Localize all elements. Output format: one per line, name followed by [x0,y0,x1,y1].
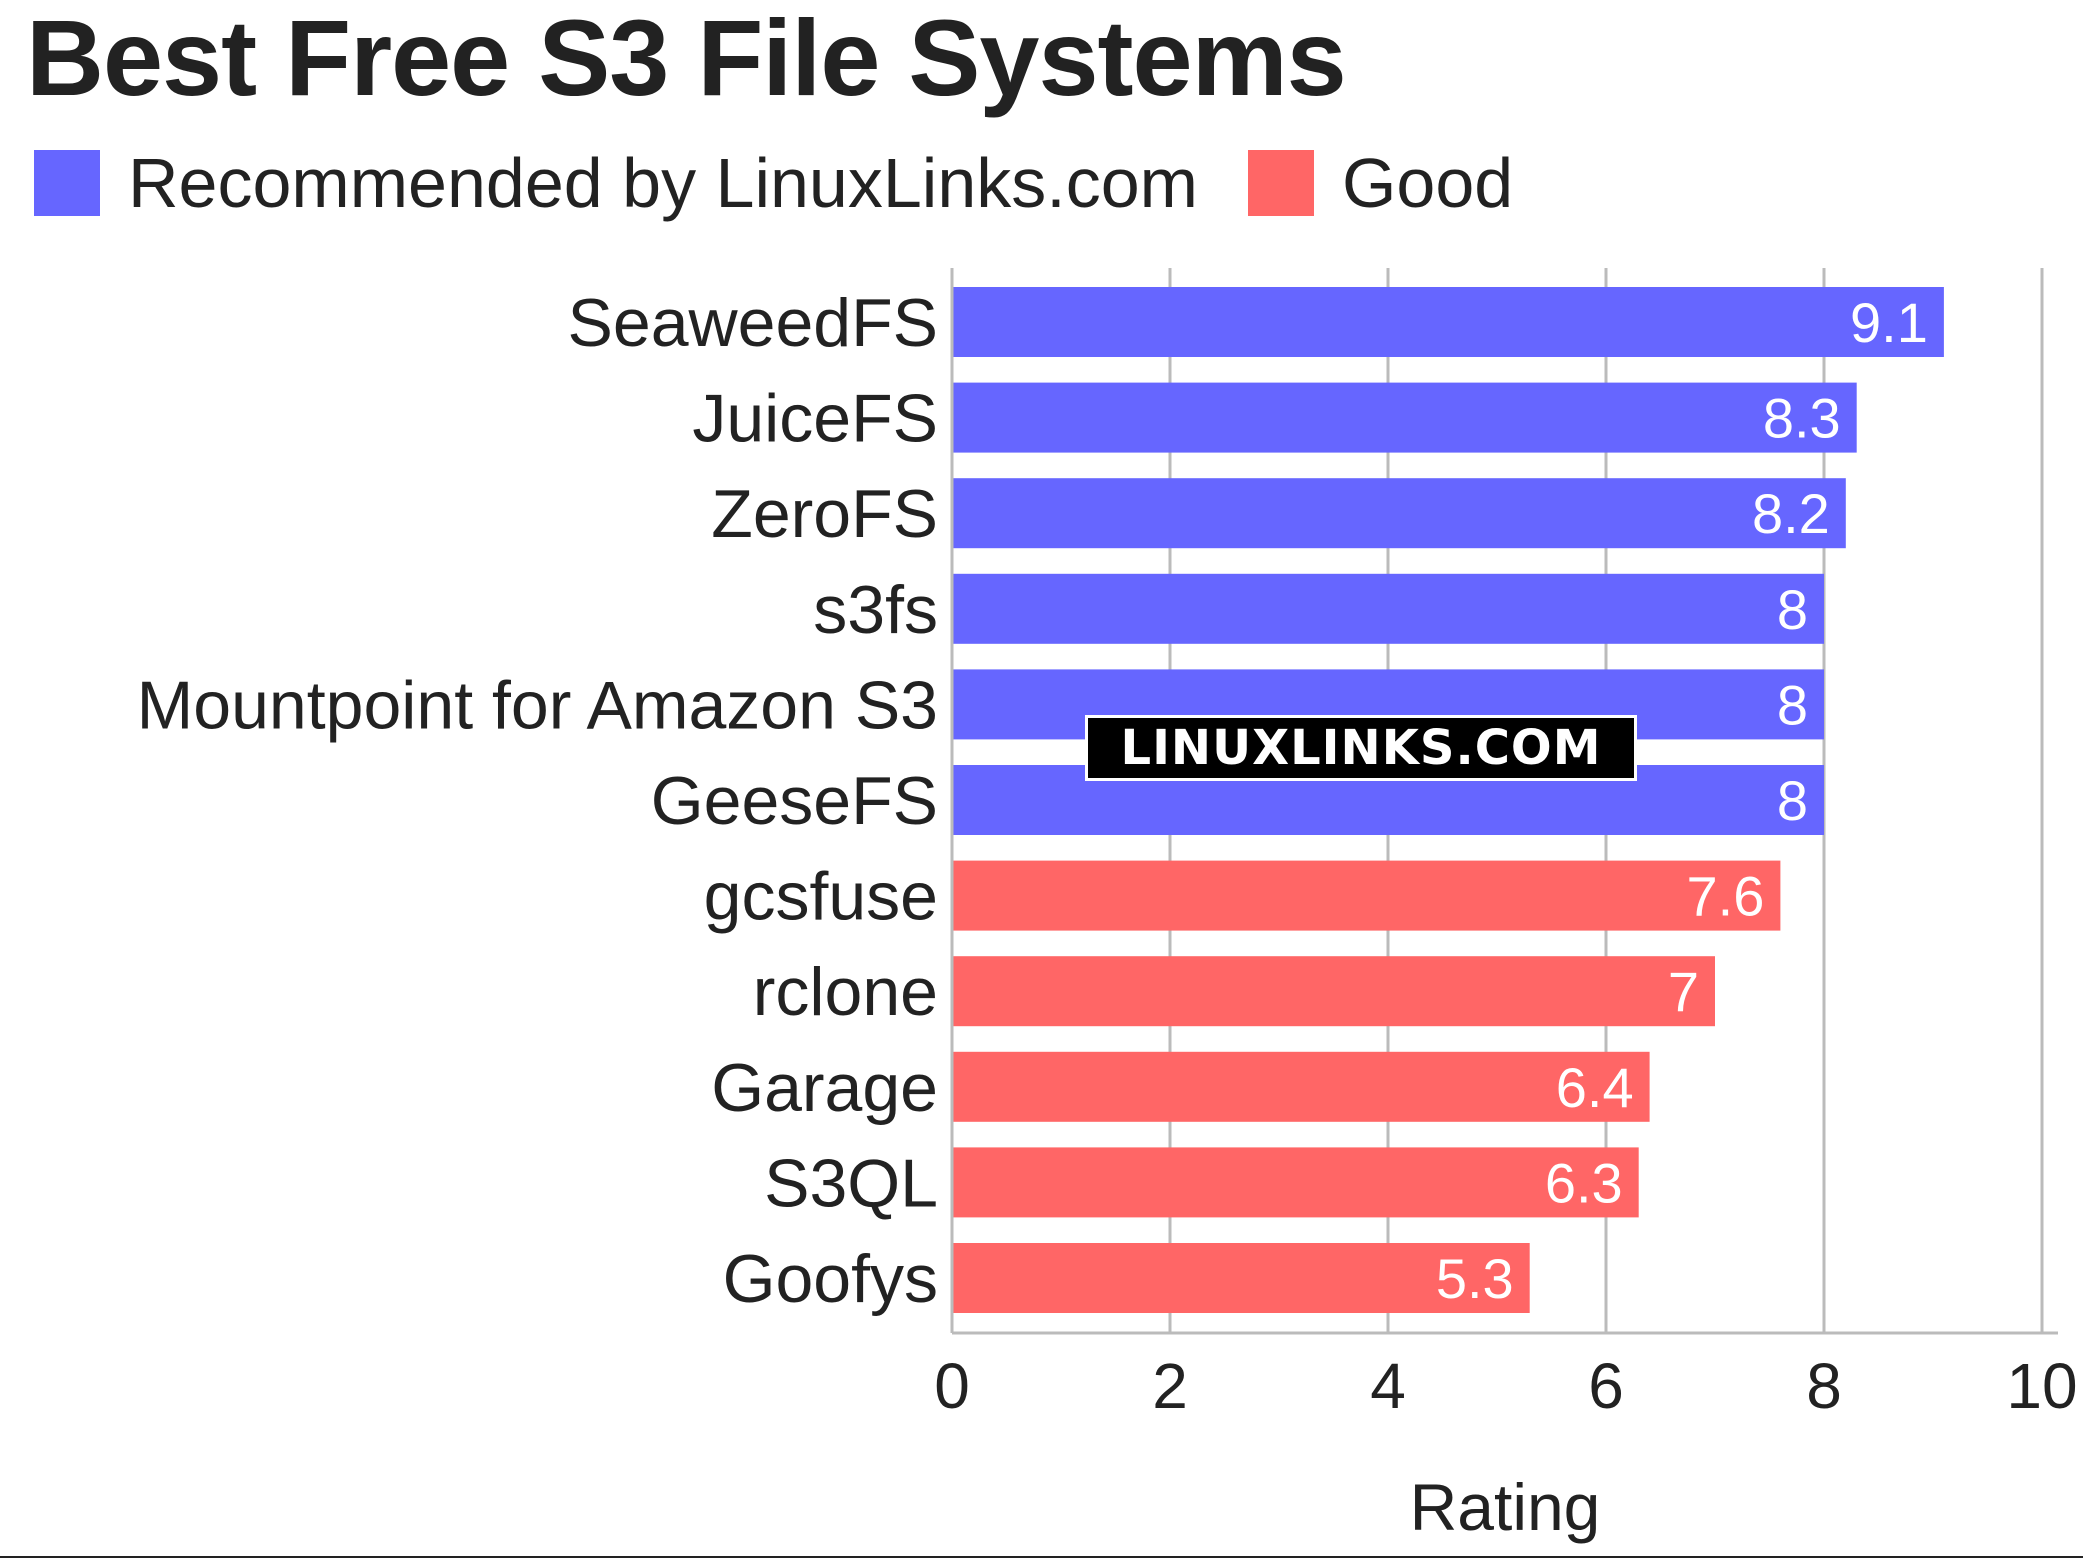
x-tick-label-0: 0 [934,1350,970,1422]
legend-item-good: Good [1247,143,1514,223]
value-label-5: 8 [1777,769,1808,832]
x-tick-label-5: 10 [2006,1350,2077,1422]
legend-swatch-recommended [34,150,100,216]
value-label-4: 8 [1777,673,1808,736]
value-label-3: 8 [1777,578,1808,641]
value-label-1: 8.3 [1763,387,1841,450]
value-label-2: 8.2 [1752,482,1830,545]
x-tick-label-4: 8 [1806,1350,1842,1422]
x-tick-label-3: 6 [1588,1350,1624,1422]
category-label-8: Garage [711,1050,938,1126]
category-label-3: s3fs [813,572,938,648]
value-label-7: 7 [1668,960,1699,1023]
bar-10 [952,1243,1530,1313]
category-label-4: Mountpoint for Amazon S3 [137,667,938,743]
labels: 9.1 SeaweedFS 8.3 JuiceFS 8.2 ZeroFS 8 s3fs 8 Mou… [137,285,1928,1317]
value-label-10: 5.3 [1436,1247,1514,1310]
category-label-0: SeaweedFS [568,285,938,361]
watermark: LINUXLINKS.COM [1088,718,1634,778]
legend-label-recommended: Recommended by LinuxLinks.com [128,144,1198,222]
legend-swatch-good [1247,150,1314,216]
category-label-2: ZeroFS [711,476,938,552]
category-label-5: GeeseFS [651,763,938,839]
category-label-10: Goofys [723,1241,938,1317]
bar-2 [952,478,1846,549]
bar-1 [952,382,1857,453]
bars [952,287,1944,1313]
bottom-rule [0,1556,2083,1558]
bar-6 [952,860,1781,931]
chart-title: Best Free S3 File Systems [26,0,1347,118]
value-label-8: 6.4 [1556,1056,1634,1119]
x-tick-label-2: 4 [1370,1350,1406,1422]
category-label-7: rclone [753,954,938,1030]
value-label-9: 6.3 [1545,1151,1623,1214]
bar-3 [952,573,1824,644]
x-tick-label-1: 2 [1152,1350,1188,1422]
category-label-1: JuiceFS [692,381,938,457]
bar-9 [952,1147,1639,1218]
bar-8 [952,1051,1650,1122]
value-label-6: 7.6 [1687,865,1765,928]
value-label-0: 9.1 [1850,291,1928,354]
legend: Recommended by LinuxLinks.com Good [34,143,1563,223]
legend-item-recommended: Recommended by LinuxLinks.com [34,143,1198,223]
x-axis-title: Rating [1410,1470,1601,1544]
bar-0 [952,287,1944,357]
category-label-6: gcsfuse [704,859,938,935]
category-label-9: S3QL [764,1145,938,1221]
axes: 0 2 4 6 8 10 Rating [934,268,2078,1544]
bar-7 [952,956,1715,1027]
legend-label-good: Good [1341,144,1514,222]
